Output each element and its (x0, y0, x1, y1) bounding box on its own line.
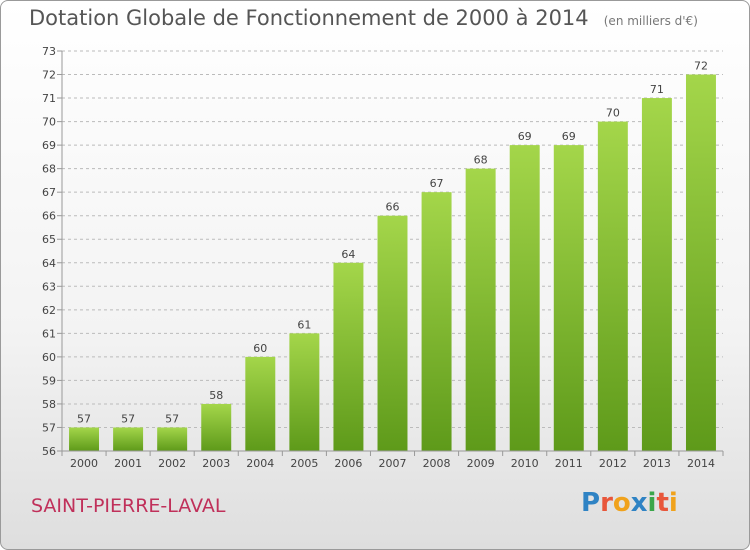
x-tick-label: 2001 (114, 457, 142, 470)
logo-letter: x (630, 488, 648, 518)
data-label-2010: 69 (518, 130, 532, 143)
y-tick-label: 56 (42, 445, 56, 458)
y-tick-label: 65 (42, 233, 56, 246)
chart-unit: (en milliers d'€) (603, 14, 698, 28)
bar-2008[interactable] (421, 192, 452, 452)
x-tick-label: 2012 (599, 457, 627, 470)
bar-2006[interactable] (333, 262, 364, 451)
logo-letter: i (668, 488, 678, 518)
y-tick-label: 72 (42, 69, 56, 82)
proxiti-logo[interactable]: Proxiti (581, 488, 678, 518)
y-tick-label: 59 (42, 374, 56, 387)
y-tick-label: 62 (42, 304, 56, 317)
data-label-2009: 68 (474, 154, 488, 167)
x-tick-label: 2005 (290, 457, 318, 470)
x-tick-label: 2013 (643, 457, 671, 470)
y-tick-label: 69 (42, 139, 56, 152)
logo-letter: i (647, 488, 657, 518)
bar-2014[interactable] (685, 74, 716, 451)
data-label-2003: 58 (209, 389, 223, 402)
bar-2013[interactable] (641, 98, 672, 451)
x-tick-label: 2000 (70, 457, 98, 470)
chart-title: Dotation Globale de Fonctionnement de 20… (29, 6, 589, 30)
y-tick-label: 61 (42, 327, 56, 340)
y-tick-label: 73 (42, 45, 56, 58)
bar-2012[interactable] (597, 121, 628, 452)
data-label-2004: 60 (253, 342, 267, 355)
data-label-2014: 72 (694, 60, 708, 73)
data-label-2005: 61 (297, 318, 311, 331)
x-tick-label: 2003 (202, 457, 230, 470)
commune-name: SAINT-PIERRE-LAVAL (31, 495, 226, 517)
y-tick-label: 70 (42, 116, 56, 129)
y-tick-label: 63 (42, 280, 56, 293)
x-tick-label: 2006 (334, 457, 362, 470)
y-tick-label: 68 (42, 163, 56, 176)
bar-2009[interactable] (465, 168, 496, 451)
bars: 57 57 57 58 60 61 64 66 67 68 69 69 70 71 72 (69, 60, 716, 452)
bar-2003[interactable] (201, 403, 232, 451)
data-label-2013: 71 (650, 83, 664, 96)
y-tick-label: 60 (42, 351, 56, 364)
logo-letter: P (581, 488, 601, 518)
data-label-2011: 69 (562, 130, 576, 143)
bar-2011[interactable] (553, 145, 584, 451)
bar-2007[interactable] (377, 215, 408, 451)
x-tick-label: 2009 (467, 457, 495, 470)
data-label-2000: 57 (77, 412, 91, 425)
bar-2004[interactable] (245, 356, 276, 451)
y-tick-label: 57 (42, 421, 56, 434)
x-tick-label: 2007 (379, 457, 407, 470)
bar-2002[interactable] (157, 427, 188, 451)
x-tick-label: 2004 (246, 457, 274, 470)
x-tick-label: 2010 (511, 457, 539, 470)
y-tick-label: 58 (42, 398, 56, 411)
data-label-2006: 64 (341, 248, 355, 261)
y-tick-label: 66 (42, 210, 56, 223)
x-tick-label: 2011 (555, 457, 583, 470)
y-tick-label: 67 (42, 186, 56, 199)
y-tick-label: 64 (42, 257, 56, 270)
x-tick-label: 2008 (423, 457, 451, 470)
bar-2001[interactable] (113, 427, 144, 451)
data-label-2007: 66 (386, 201, 400, 214)
data-label-2001: 57 (121, 412, 135, 425)
bar-2005[interactable] (289, 333, 320, 451)
y-tick-label: 71 (42, 92, 56, 105)
logo-letter: o (612, 488, 631, 518)
bar-2010[interactable] (509, 145, 540, 451)
x-tick-label: 2014 (687, 457, 715, 470)
axes: 56 57 58 59 60 61 62 63 64 65 66 67 68 69 70 71 72 73 2000… (42, 45, 724, 470)
title-row: Dotation Globale de Fonctionnement de 20… (29, 6, 698, 30)
bar-2000[interactable] (69, 427, 100, 451)
x-tick-label: 2002 (158, 457, 186, 470)
logo-letter: t (656, 488, 669, 518)
data-label-2008: 67 (430, 177, 444, 190)
data-label-2002: 57 (165, 412, 179, 425)
data-label-2012: 70 (606, 107, 620, 120)
logo-letter: r (600, 488, 613, 518)
